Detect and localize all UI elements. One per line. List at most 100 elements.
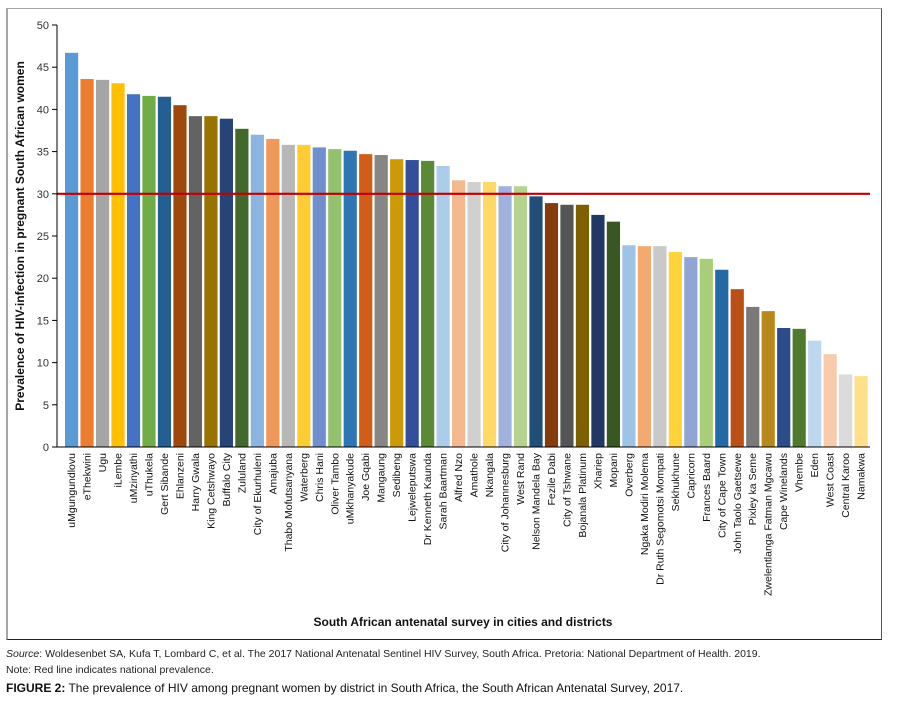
bar-50 (839, 374, 853, 447)
bar-25 (452, 180, 466, 448)
bar-5 (142, 95, 156, 448)
bar-21 (390, 159, 404, 447)
y-tick-label: 5 (43, 400, 49, 412)
bars-group (65, 52, 868, 448)
x-tick-label: uMkhanyakude (345, 453, 357, 524)
bar-22 (405, 160, 419, 448)
bar-28 (498, 186, 512, 447)
x-tick-label: Lejweleputswa (407, 453, 419, 522)
bar-24 (436, 165, 450, 447)
bar-12 (250, 134, 264, 447)
bar-43 (730, 289, 744, 447)
bar-2 (95, 79, 110, 448)
x-tick-label: uThukela (143, 453, 155, 496)
bar-16 (312, 147, 326, 447)
x-tick-label: Dr Kenneth Kaunda (422, 453, 434, 545)
y-tick-label: 30 (37, 189, 49, 201)
x-tick-label: West Rand (515, 453, 527, 505)
bar-26 (467, 181, 481, 448)
x-tick-label: West Coast (825, 453, 837, 507)
bar-23 (421, 160, 435, 447)
x-tick-label: Zululand (236, 453, 248, 493)
x-axis-title: South African antenatal survey in cities… (314, 615, 613, 629)
x-tick-label: Buffalo City (221, 452, 233, 506)
bar-31 (544, 203, 559, 447)
bar-33 (575, 204, 590, 447)
x-tick-label: Xhariep (592, 453, 604, 489)
bar-40 (684, 257, 698, 447)
source-text: : Woldesenbet SA, Kufa T, Lombard C, et … (39, 648, 761, 660)
bar-41 (699, 258, 713, 447)
source-caption: Source: Woldesenbet SA, Kufa T, Lombard … (6, 648, 761, 660)
y-tick-label: 35 (37, 147, 49, 159)
bar-37 (637, 246, 651, 447)
x-tick-label: uMzinyathi (128, 453, 140, 503)
bar-45 (761, 311, 775, 447)
x-tick-label: Pixley ka Seme (747, 453, 759, 526)
x-tick-label: Sarah Baartman (438, 453, 450, 530)
bar-39 (668, 252, 682, 447)
bar-15 (297, 144, 311, 447)
x-tick-label: City of Ekurhuleni (252, 453, 264, 535)
bar-36 (622, 245, 636, 447)
source-label: Source (6, 648, 40, 660)
y-tick-label: 10 (37, 358, 49, 370)
x-tick-label: Amajuba (267, 453, 279, 495)
bar-34 (591, 214, 605, 447)
bar-17 (328, 149, 342, 447)
y-tick-label: 20 (37, 273, 49, 285)
bar-1 (80, 79, 94, 448)
x-tick-label: Ugu (97, 453, 109, 472)
bar-32 (560, 204, 574, 447)
x-tick-label: iLembe (113, 453, 125, 488)
y-ticks-group: 0 5 10 15 20 25 30 35 40 45 50 (37, 20, 57, 454)
bar-49 (823, 354, 837, 447)
x-tick-label: Ehlanzeni (174, 453, 186, 499)
bar-47 (792, 328, 806, 447)
x-tick-label: Vhembe (794, 453, 806, 492)
bar-8 (188, 116, 203, 448)
y-tick-label: 40 (37, 104, 49, 116)
bar-13 (266, 138, 280, 447)
bar-44 (746, 306, 760, 447)
x-tick-label: Alfred Nzo (453, 453, 465, 502)
bar-0 (65, 52, 79, 447)
bar-48 (808, 340, 822, 447)
x-tick-label: Nkangala (484, 453, 496, 498)
x-tick-label: Gert Sibande (159, 453, 171, 515)
bar-4 (126, 94, 141, 448)
x-tick-label: Joe Gqabi (360, 453, 372, 501)
x-tick-label: John Taolo Gaetsewe (732, 453, 744, 554)
x-tick-label: eThekwini (82, 453, 94, 500)
x-tick-label: Oliver Tambo (329, 453, 341, 515)
bar-38 (653, 246, 667, 447)
bar-29 (513, 186, 528, 447)
bar-10 (219, 118, 233, 448)
x-tick-label: King Cetshwayo (205, 453, 217, 529)
bar-14 (281, 144, 295, 447)
x-tick-label: Dr Ruth Segomotsi Mompati (654, 453, 666, 585)
x-tick-label: City of Cape Town (716, 453, 728, 538)
x-tick-label: Overberg (623, 453, 635, 497)
bar-19 (359, 154, 373, 447)
x-tick-label: Namakwa (856, 453, 868, 500)
figure-caption: FIGURE 2: The prevalence of HIV among pr… (6, 681, 683, 695)
y-tick-label: 45 (37, 62, 49, 74)
x-tick-label: Zwelentlanga Fatman Mgcawu (763, 453, 775, 596)
x-tick-label: Fezile Dabi (546, 453, 558, 506)
figure-label: FIGURE 2: (6, 681, 66, 695)
x-labels-group: uMgungundlovu eThekwini Ugu iLembe uMzinyath… (66, 452, 868, 596)
x-tick-label: Harry Gwala (190, 453, 202, 512)
bar-18 (343, 150, 357, 447)
y-tick-label: 0 (43, 442, 49, 454)
x-tick-label: Capricorn (685, 453, 697, 499)
x-tick-label: Central Karoo (840, 453, 852, 518)
figure-text: The prevalence of HIV among pregnant wom… (65, 681, 684, 695)
x-tick-label: Amathole (469, 453, 481, 498)
bar-30 (529, 196, 543, 447)
y-tick-label: 50 (37, 20, 49, 32)
x-tick-label: Chris Hani (314, 453, 326, 502)
note-caption: Note: Red line indicates national preval… (6, 664, 214, 676)
x-tick-label: Cape Winelands (778, 453, 790, 530)
bar-7 (173, 105, 187, 448)
